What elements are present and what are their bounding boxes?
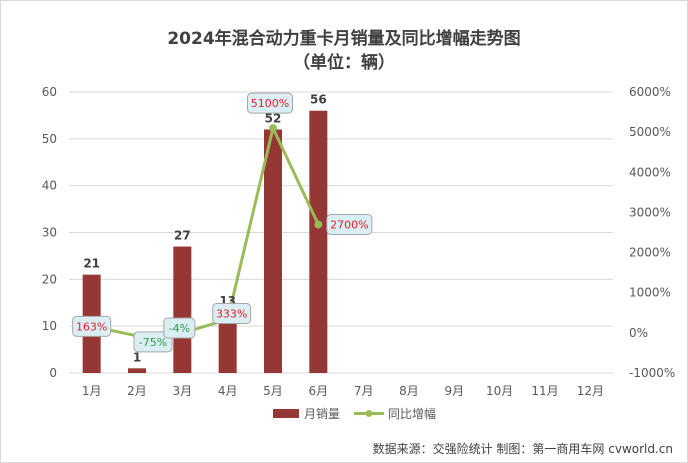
left-axis-tick-label: 60	[42, 85, 57, 99]
chart-subtitle: （单位：辆）	[293, 52, 395, 73]
bar-data-label: 1	[133, 350, 141, 364]
legend: 月销量 同比增幅	[273, 406, 436, 421]
line-data-label: 333%	[216, 307, 247, 320]
bar	[173, 246, 192, 373]
line-path	[91, 126, 320, 338]
right-y-axis: -1000% 0% 1000% 2000% 3000% 4000% 5000% 6000%	[629, 85, 675, 380]
line-data-callout: 333%	[212, 302, 252, 324]
x-axis-categories: 1月 2月 3月 4月 5月 6月 7月 8月 9月 10月 11月 12月	[82, 384, 604, 398]
category-label: 10月	[486, 384, 513, 398]
line-data-labels: 163% -75%-4% 333% 5100% 2700%	[72, 92, 373, 353]
line-data-callout: -4%	[163, 317, 196, 339]
category-label: 7月	[354, 384, 374, 398]
category-label: 5月	[263, 384, 283, 398]
bar-data-label: 27	[174, 229, 191, 243]
line-data-callout: 163%	[72, 315, 112, 337]
callout-box	[212, 302, 252, 324]
left-axis-tick-label: 10	[42, 319, 57, 333]
callout-box	[247, 92, 293, 114]
right-axis-tick-label: 5000%	[629, 125, 671, 139]
line-data-callout: -75%	[133, 331, 173, 353]
category-label: 8月	[399, 384, 419, 398]
right-axis-tick-label: 4000%	[629, 165, 671, 179]
right-axis-tick-label: 0%	[629, 326, 648, 340]
line-data-callout: 5100%	[247, 92, 293, 114]
line-data-label: -75%	[139, 336, 167, 349]
right-axis-tick-label: 1000%	[629, 286, 671, 300]
category-label: 3月	[173, 384, 193, 398]
line-data-label: -4%	[169, 322, 190, 335]
legend-label-line: 同比增幅	[388, 406, 436, 421]
category-label: 9月	[445, 384, 465, 398]
category-label: 2月	[127, 384, 147, 398]
category-label: 6月	[309, 384, 329, 398]
legend-label-bar: 月销量	[304, 407, 340, 421]
callout-box	[72, 315, 112, 337]
left-axis-tick-label: 50	[42, 132, 57, 146]
callout-box	[163, 317, 196, 339]
gridlines	[69, 91, 613, 374]
callout-box	[133, 331, 173, 353]
left-y-axis: 0 10 20 30 40 50 60	[42, 85, 57, 380]
left-axis-tick-label: 30	[42, 226, 57, 240]
category-label: 11月	[531, 384, 558, 398]
bar-series	[82, 110, 328, 373]
right-axis-tick-label: -1000%	[629, 366, 675, 380]
line-series	[87, 124, 323, 340]
legend-swatch-bar	[273, 409, 299, 418]
category-label: 4月	[218, 384, 238, 398]
line-marker	[269, 124, 277, 133]
right-axis-tick-label: 3000%	[629, 205, 671, 219]
callout-box	[326, 213, 373, 235]
bar-data-label: 52	[265, 111, 282, 125]
bar	[309, 110, 328, 373]
line-marker	[314, 220, 323, 229]
bar-data-label: 56	[310, 93, 327, 107]
chart-title: 2024年混合动力重卡月销量及同比增幅走势图	[167, 28, 520, 49]
line-data-callout: 2700%	[326, 213, 373, 235]
left-axis-tick-label: 40	[42, 179, 57, 193]
right-axis-tick-label: 6000%	[629, 85, 671, 99]
line-data-label: 163%	[76, 320, 107, 333]
category-label: 1月	[82, 384, 102, 398]
source-note: 数据来源：交强险统计 制图：第一商用车网 cvworld.cn	[373, 441, 673, 456]
left-axis-tick-label: 20	[42, 272, 57, 286]
line-data-label: 5100%	[251, 97, 289, 110]
line-data-label: 2700%	[330, 218, 368, 231]
category-label: 12月	[577, 384, 604, 398]
bar	[128, 368, 146, 373]
legend-swatch-line-marker	[365, 410, 373, 417]
bar	[264, 129, 282, 373]
bar-data-label: 21	[83, 257, 100, 271]
right-axis-tick-label: 2000%	[629, 246, 671, 260]
left-axis-tick-label: 0	[49, 366, 57, 380]
bar	[218, 312, 237, 373]
